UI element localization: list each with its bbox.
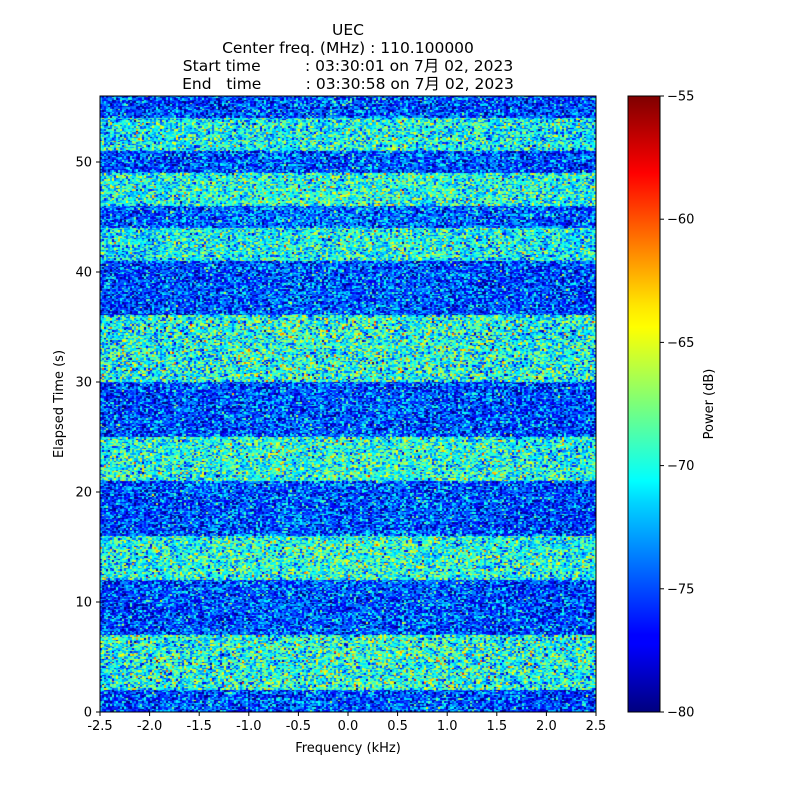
colorbar-tick-label: −55 [667, 90, 694, 105]
title-line-name: UEC [332, 21, 364, 39]
colorbar [627, 95, 661, 713]
spectrogram-heatmap [100, 96, 596, 712]
colorbar-tick-label: −70 [667, 459, 694, 474]
y-tick-label: 0 [84, 706, 92, 721]
y-tick-label: 30 [75, 376, 92, 391]
colorbar-tick-label: −80 [667, 706, 694, 721]
title-line-center-freq: Center freq. (MHz) : 110.100000 [222, 39, 474, 57]
y-tick-label: 20 [75, 486, 92, 501]
y-tick-label: 10 [75, 596, 92, 611]
x-tick-label: -2.0 [137, 719, 162, 734]
title-line-end-time: End time : 03:30:58 on 7月 02, 2023 [182, 75, 514, 93]
colorbar-tick-label: −75 [667, 582, 694, 597]
x-tick-label: 2.5 [586, 719, 607, 734]
title-line-start-time: Start time : 03:30:01 on 7月 02, 2023 [183, 57, 513, 75]
colorbar-tick-label: −65 [667, 336, 694, 351]
x-tick-label: 0.0 [338, 719, 359, 734]
x-tick-label: -0.5 [286, 719, 311, 734]
x-tick-label: -2.5 [87, 719, 112, 734]
colorbar-axis: −80 −75 −70 −65 −60 −55 [660, 90, 694, 721]
x-tick-label: 2.0 [536, 719, 557, 734]
x-tick-label: -1.5 [187, 719, 212, 734]
x-tick-label: -1.0 [236, 719, 261, 734]
colorbar-tick-label: −60 [667, 213, 694, 228]
y-tick-label: 40 [75, 266, 92, 281]
y-tick-label: 50 [75, 156, 92, 171]
y-axis: 0 10 20 30 40 50 [75, 156, 100, 721]
y-axis-label: Elapsed Time (s) [52, 350, 67, 458]
x-tick-label: 0.5 [387, 719, 408, 734]
x-axis: -2.5 -2.0 -1.5 -1.0 -0.5 0.0 0.5 1.0 1.5 2.0 2.5 [87, 712, 606, 734]
chart-title: UEC Center freq. (MHz) : 110.100000 Star… [182, 21, 514, 93]
x-axis-label: Frequency (kHz) [295, 741, 401, 756]
colorbar-label: Power (dB) [702, 369, 717, 440]
x-tick-label: 1.0 [437, 719, 458, 734]
x-tick-label: 1.5 [486, 719, 507, 734]
